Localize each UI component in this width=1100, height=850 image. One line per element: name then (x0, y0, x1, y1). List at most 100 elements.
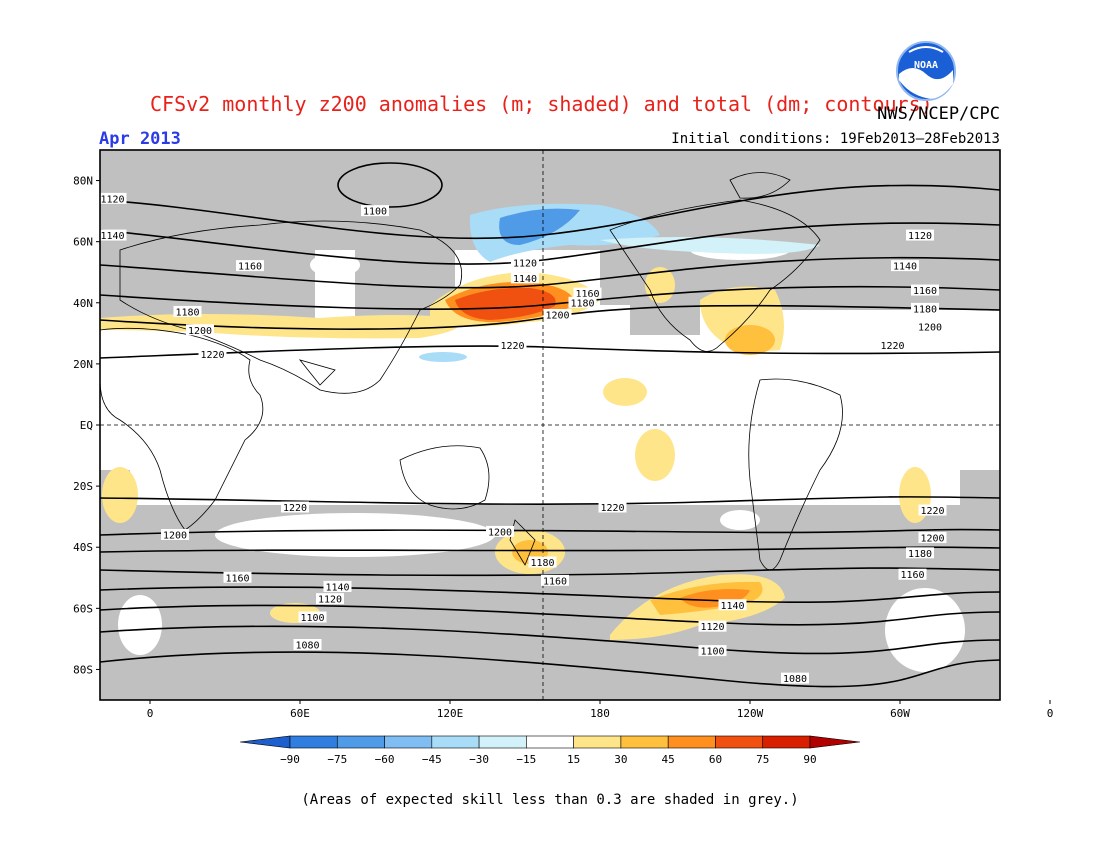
contour-1120-s (100, 604, 1000, 626)
colorbar-label: 75 (756, 753, 769, 766)
contour-label: 1200 (188, 326, 212, 337)
colorbar-segment (431, 735, 480, 749)
contour-label: 1160 (238, 262, 262, 273)
contour-label: 1220 (500, 341, 524, 352)
contour-label-bg (323, 580, 352, 592)
contour-label: 1140 (100, 231, 124, 242)
longitude-ticks: 0 60E 120E 180 120W 60W 0 (147, 700, 1054, 720)
contour-label: 1220 (200, 350, 224, 361)
lon-tick-label: 120E (437, 707, 464, 720)
contour-label-bg (186, 324, 214, 336)
colorbar-segment (715, 735, 764, 749)
white-hole-atlantic-sector (118, 595, 162, 655)
contour-label-bg (100, 192, 127, 204)
colorbar-segment (667, 735, 716, 749)
contour-1080-s (100, 651, 1000, 688)
negative-anomaly-philippine-sea (419, 352, 467, 362)
source-label: NWS/NCEP/CPC (877, 104, 1000, 124)
contour-1180-s (100, 546, 1000, 553)
contour-label-bg (541, 574, 569, 586)
contour-1200-s (100, 528, 1000, 536)
coastlines (100, 162, 843, 571)
contour-label: 1120 (908, 231, 932, 242)
contour-label-bg (173, 305, 202, 317)
lon-tick-label: 60W (890, 707, 910, 720)
contour-label-bg (891, 260, 919, 272)
contour-label: 1220 (880, 341, 904, 352)
positive-anomaly-tropical-pacific-1 (603, 378, 647, 406)
india-outline (298, 359, 336, 386)
contour-label: 1100 (300, 613, 324, 624)
contour-label-bg (906, 229, 934, 241)
white-hole-south-indian (215, 513, 495, 557)
negative-anomaly-canada (600, 236, 820, 254)
contour-label-bg (698, 620, 727, 632)
contour-label-bg (528, 556, 557, 568)
contour-label-bg (878, 339, 907, 351)
contour-label: 1080 (783, 674, 807, 685)
positive-anomaly-gulf (725, 325, 775, 355)
positive-anomaly-west-atlantic (102, 467, 138, 523)
contour-label: 1080 (295, 641, 319, 652)
initial-conditions: Initial conditions: 19Feb2013–28Feb2013 (671, 131, 1000, 147)
contour-label: 1180 (570, 298, 594, 309)
colorbar-segment (762, 735, 811, 749)
contour-label: 1200 (163, 531, 187, 542)
contour-label: 1180 (175, 307, 199, 318)
colorbar-segment (478, 735, 527, 749)
contour-1160-s (100, 567, 1000, 577)
lon-tick-label: 180 (590, 707, 610, 720)
contour-label: 1160 (913, 286, 937, 297)
contour-label-bg (573, 287, 602, 299)
contour-1220-n (100, 345, 1000, 359)
contour-label: 1120 (700, 622, 724, 633)
south-america-outline (748, 378, 843, 571)
contour-label: 1100 (700, 647, 724, 658)
contour-label: 1120 (100, 194, 124, 205)
contour-label-bg (361, 205, 389, 217)
contour-label: 1160 (900, 570, 924, 581)
contour-1200-n (100, 304, 1000, 330)
africa-outline (100, 327, 264, 531)
contour-label: 1200 (545, 311, 569, 322)
colorbar-segment (289, 735, 338, 749)
contour-label: 1120 (318, 595, 342, 606)
positive-anomaly-tropical-pacific-2 (635, 429, 675, 481)
white-hole-south-america (720, 510, 760, 530)
lat-tick-label: 40S (73, 541, 93, 554)
lon-tick-label: 0 (1047, 707, 1054, 720)
contour-label: 1220 (600, 503, 624, 514)
contour-label: 1180 (913, 304, 937, 315)
colorbar-label: 90 (803, 753, 816, 766)
lon-tick-label: 60E (290, 707, 310, 720)
positive-anomaly-midlat-asia (100, 314, 462, 339)
contour-label-bg (100, 229, 127, 241)
contour-label: 1220 (283, 503, 307, 514)
contour-label: 1140 (513, 274, 537, 285)
contour-1160-n (100, 256, 1000, 289)
australia-outline (399, 445, 490, 510)
contour-label-bg (598, 501, 627, 513)
contour-label-bg (298, 611, 327, 623)
colorbar-arrow-right (809, 735, 861, 749)
lon-tick-label: 120W (737, 707, 764, 720)
contour-label: 1200 (920, 534, 944, 545)
contour-label: 1140 (893, 262, 917, 273)
contour-label-bg (568, 296, 597, 308)
white-hole-south-atlantic (885, 588, 965, 672)
noaa-logo-text: NOAA (914, 60, 938, 71)
contour-label: 1160 (225, 573, 249, 584)
contour-1180-n (100, 285, 1000, 310)
latitude-ticks: 80N 60N 40N 20N EQ 20S 40S 60S 80S (73, 175, 100, 676)
contour-1100-s (100, 625, 1000, 655)
contour-label-bg (316, 593, 344, 605)
lat-tick-label: 60S (73, 602, 93, 615)
contour-label: 1140 (720, 601, 744, 612)
colorbar-label: 45 (662, 753, 675, 766)
skill-note: (Areas of expected skill less than 0.3 a… (301, 792, 799, 808)
lon-tick-label: 0 (147, 707, 154, 720)
contour-label-bg (236, 260, 264, 272)
lat-tick-label: 80S (73, 663, 93, 676)
map-title: CFSv2 monthly z200 anomalies (m; shaded)… (150, 92, 933, 116)
